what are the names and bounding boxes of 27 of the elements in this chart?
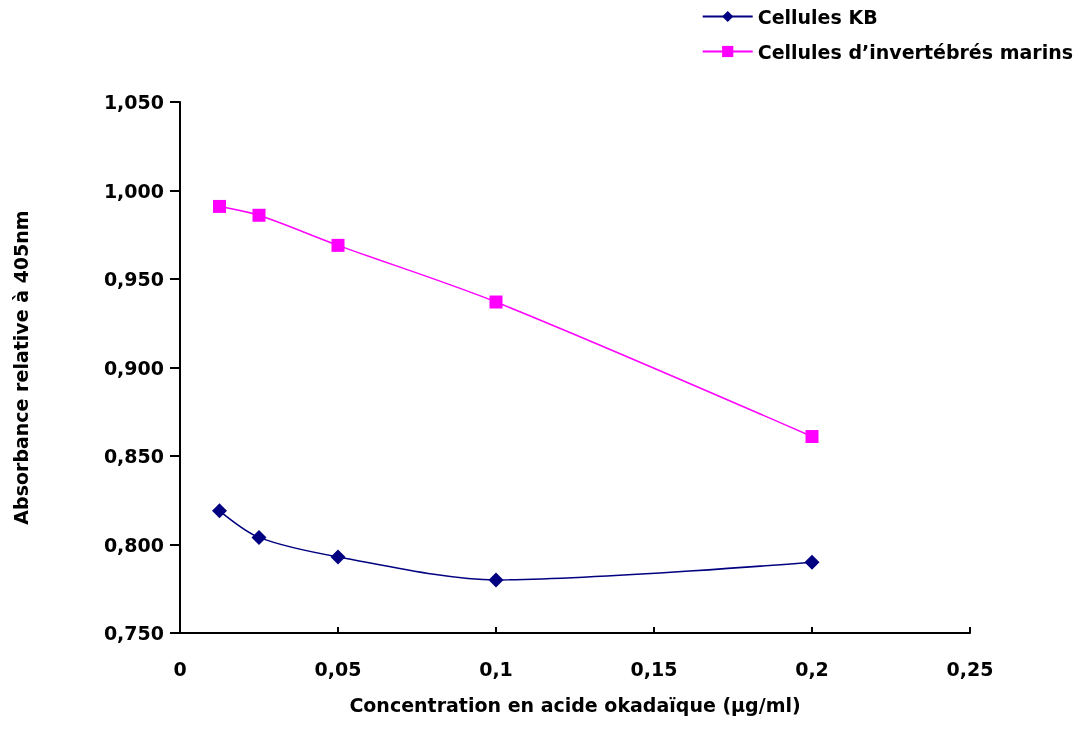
x-tick-label: 0,1 (479, 657, 513, 680)
x-tick-label: 0,15 (630, 657, 678, 680)
y-tick-label: 1,050 (103, 91, 164, 113)
y-tick-label: 0,900 (103, 356, 164, 379)
y-tick-label: 0,850 (103, 445, 164, 467)
x-axis-title: Concentration en acide okadaïque (µg/ml) (349, 693, 801, 716)
y-tick-label: 0,950 (103, 268, 164, 290)
point (212, 503, 227, 519)
y-tick-label: 1,000 (103, 179, 164, 202)
point (331, 238, 345, 252)
x-tick-label: 0,25 (946, 657, 994, 680)
legend-label: Cellules KB (757, 5, 878, 28)
y-tick-label: 0,800 (103, 533, 164, 556)
point (330, 549, 346, 565)
x-tick-label: 0,05 (314, 657, 362, 680)
point (489, 295, 503, 309)
legend-label: Cellules d’invertébrés marins (757, 40, 1074, 63)
y-tick-label: 0,750 (103, 622, 164, 644)
point (252, 208, 266, 222)
point (805, 430, 819, 444)
point (804, 554, 820, 570)
x-tick-label: 0,2 (795, 657, 829, 680)
x-tick-label: 0 (173, 657, 187, 680)
y-axis-title: Absorbance relative à 405nm (9, 210, 32, 525)
point (251, 529, 267, 545)
point (213, 199, 226, 213)
point (488, 572, 504, 588)
